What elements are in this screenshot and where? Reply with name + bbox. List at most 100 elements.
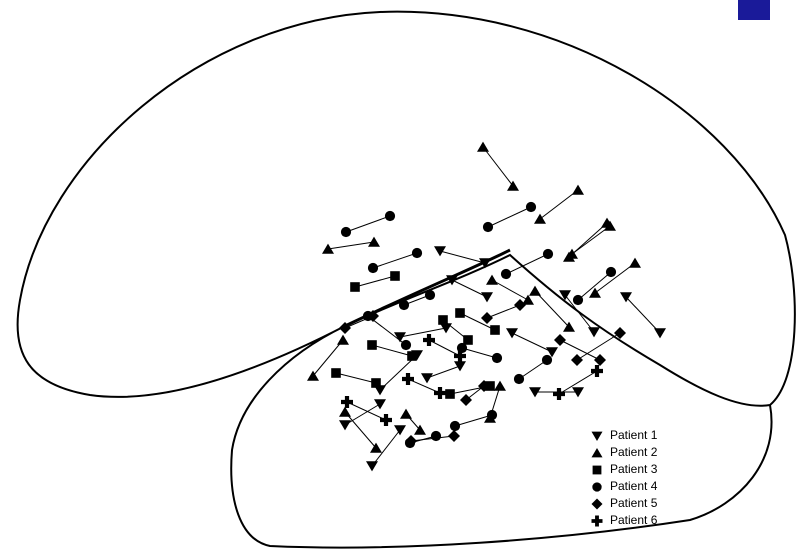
marker-down <box>588 327 600 337</box>
marker-square <box>445 389 455 399</box>
marker-circle <box>501 269 511 279</box>
legend-label: Patient 3 <box>610 462 658 476</box>
marker-circle <box>431 431 441 441</box>
marker-circle <box>606 267 616 277</box>
electrode-sites <box>307 142 666 472</box>
marker-circle <box>450 421 460 431</box>
marker-diamond <box>460 394 472 406</box>
marker-square <box>490 325 500 335</box>
connector <box>626 297 660 333</box>
marker-circle <box>405 438 415 448</box>
marker-down <box>481 292 493 302</box>
marker-circle <box>526 202 536 212</box>
marker-down <box>434 246 446 256</box>
connector <box>345 412 376 448</box>
legend-label: Patient 4 <box>610 479 658 493</box>
marker-plus <box>553 388 565 400</box>
connector <box>400 328 446 337</box>
marker-up <box>507 181 519 191</box>
connector <box>336 373 376 383</box>
marker-up <box>592 448 603 457</box>
marker-down <box>339 420 351 430</box>
marker-up <box>572 185 584 195</box>
connector <box>380 355 417 390</box>
marker-plus <box>592 516 603 527</box>
marker-up <box>529 286 541 296</box>
marker-up <box>477 142 489 152</box>
marker-plus <box>402 373 414 385</box>
connector <box>462 348 497 358</box>
marker-diamond <box>592 499 603 510</box>
marker-up <box>414 425 426 435</box>
connector <box>373 253 417 268</box>
connector <box>429 340 460 356</box>
connector <box>452 280 487 297</box>
marker-diamond <box>481 312 493 324</box>
marker-diamond <box>514 299 526 311</box>
marker-diamond <box>554 334 566 346</box>
marker-down <box>592 432 603 441</box>
marker-diamond <box>594 354 606 366</box>
marker-circle <box>341 227 351 237</box>
connector <box>595 263 635 293</box>
connector <box>346 216 390 232</box>
marker-square <box>367 340 377 350</box>
marker-circle <box>492 353 502 363</box>
marker-circle <box>425 290 435 300</box>
marker-circle <box>401 340 411 350</box>
marker-diamond <box>448 430 460 442</box>
brain-outline <box>18 12 795 548</box>
marker-down <box>374 399 386 409</box>
connector <box>572 226 610 254</box>
marker-up <box>486 275 498 285</box>
figure: Patient 1Patient 2Patient 3Patient 4Pati… <box>0 0 799 550</box>
legend-label: Patient 5 <box>610 496 658 510</box>
marker-plus <box>380 414 392 426</box>
marker-circle <box>363 311 373 321</box>
connector <box>488 207 531 227</box>
marker-up <box>307 371 319 381</box>
marker-down <box>366 461 378 471</box>
marker-circle <box>542 355 552 365</box>
marker-plus <box>591 365 603 377</box>
legend-label: Patient 6 <box>610 513 658 527</box>
marker-circle <box>543 249 553 259</box>
marker-circle <box>368 263 378 273</box>
marker-down <box>454 361 466 371</box>
marker-square <box>455 308 465 318</box>
marker-up <box>534 214 546 224</box>
marker-square <box>350 282 360 292</box>
marker-plus <box>341 396 353 408</box>
marker-down <box>654 328 666 338</box>
marker-up <box>629 258 641 268</box>
marker-circle <box>385 211 395 221</box>
marker-up <box>400 409 412 419</box>
connector <box>487 305 520 318</box>
marker-square <box>331 368 341 378</box>
connector <box>492 280 528 300</box>
marker-square <box>390 271 400 281</box>
connector <box>483 147 513 186</box>
connector <box>328 242 374 249</box>
marker-square <box>593 466 602 475</box>
connector <box>512 333 552 352</box>
connector <box>440 251 485 263</box>
marker-square <box>463 335 473 345</box>
marker-up <box>339 407 351 417</box>
marker-circle <box>592 482 601 491</box>
marker-down <box>421 373 433 383</box>
connector <box>427 366 460 378</box>
marker-up <box>370 443 382 453</box>
marker-circle <box>399 300 409 310</box>
marker-up <box>368 237 380 247</box>
marker-circle <box>573 295 583 305</box>
connector <box>355 276 395 287</box>
marker-down <box>394 425 406 435</box>
marker-circle <box>487 410 497 420</box>
marker-up <box>494 381 506 391</box>
legend-label: Patient 1 <box>610 428 658 442</box>
marker-plus <box>423 334 435 346</box>
marker-circle <box>514 374 524 384</box>
marker-plus <box>434 387 446 399</box>
